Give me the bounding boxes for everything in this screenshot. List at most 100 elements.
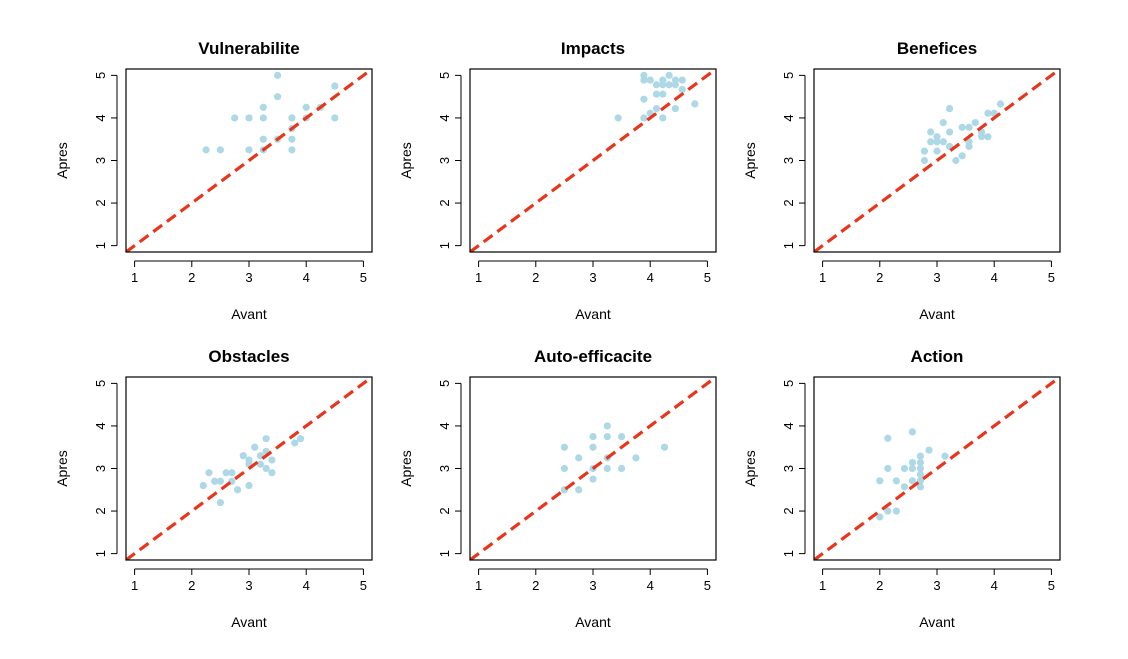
x-tick-label: 2	[876, 578, 883, 593]
plot-frame	[469, 68, 717, 253]
data-point	[884, 507, 892, 515]
data-point	[560, 464, 568, 473]
data-point	[302, 103, 310, 111]
data-point	[199, 481, 207, 490]
data-point	[925, 446, 933, 454]
data-point	[640, 76, 648, 84]
x-tick-label: 4	[303, 578, 310, 593]
data-points	[560, 422, 669, 494]
data-point	[933, 147, 941, 155]
data-point	[933, 138, 941, 146]
x-tick-label: 2	[876, 270, 883, 285]
panel-1: Vulnerabilite 1 2 3 4 5 1 2 3 4 5 Avant Apres	[54, 39, 373, 322]
data-point	[640, 95, 648, 103]
reference-line	[126, 377, 372, 560]
data-point	[231, 114, 239, 122]
data-point	[900, 464, 908, 473]
data-point	[245, 481, 253, 490]
x-tick-label: 5	[360, 578, 367, 593]
data-point	[589, 443, 597, 451]
data-point	[268, 456, 276, 464]
data-point	[603, 422, 611, 430]
x-tick-label: 3	[589, 578, 596, 593]
data-point	[927, 128, 935, 136]
y-tick-label: 1	[93, 242, 108, 249]
x-tick-label: 1	[475, 270, 482, 285]
panel-title: Benefices	[897, 39, 977, 58]
data-point	[908, 477, 917, 485]
y-axis-label: Apres	[398, 142, 414, 179]
data-point	[984, 109, 992, 117]
data-point	[659, 90, 667, 98]
reference-line	[470, 69, 716, 252]
data-point	[945, 104, 954, 113]
panel-2: Impacts 1 2 3 4 5 1 2 3 4 5 Avant Apres	[398, 39, 717, 322]
x-axis-label: Avant	[919, 614, 955, 630]
data-point	[665, 81, 673, 89]
x-tick-label: 5	[704, 270, 711, 285]
data-point	[927, 138, 935, 146]
data-point	[216, 146, 224, 154]
data-point	[245, 114, 253, 122]
x-tick-label: 3	[589, 270, 596, 285]
y-axis-label: Apres	[742, 142, 758, 179]
y-tick-label: 2	[781, 199, 796, 206]
x-tick-label: 1	[475, 578, 482, 593]
data-point	[575, 486, 583, 494]
data-point	[876, 513, 884, 521]
plot-frame	[125, 376, 373, 561]
data-point	[233, 486, 242, 494]
data-point	[971, 119, 979, 127]
data-point	[603, 432, 611, 441]
data-point	[239, 452, 247, 460]
y-tick-label: 4	[93, 114, 108, 121]
x-axis-label: Avant	[575, 614, 611, 630]
data-point	[589, 475, 597, 483]
data-point	[659, 114, 667, 122]
y-tick-label: 4	[437, 422, 452, 429]
data-point	[652, 81, 661, 89]
data-points	[876, 428, 949, 521]
data-point	[939, 119, 947, 127]
data-point	[908, 428, 917, 436]
x-tick-label: 4	[991, 578, 998, 593]
y-tick-label: 2	[781, 507, 796, 514]
panel-5: Auto-efficacite 1 2 3 4 5 1 2 3 4 5 Avant Apres	[398, 347, 717, 630]
data-point	[211, 477, 219, 485]
data-point	[560, 443, 568, 451]
y-tick-label: 3	[93, 465, 108, 472]
panel-title: Vulnerabilite	[198, 39, 299, 58]
data-point	[884, 464, 892, 473]
panel-4: Obstacles 1 2 3 4 5 1 2 3 4 5 Avant Apres	[54, 347, 373, 630]
data-point	[933, 133, 941, 141]
data-point	[296, 435, 305, 443]
data-point	[274, 71, 282, 79]
y-tick-label: 2	[93, 199, 108, 206]
y-tick-label: 5	[437, 72, 452, 79]
data-point	[216, 498, 224, 507]
y-tick-label: 1	[781, 550, 796, 557]
panel-3: Benefices 1 2 3 4 5 1 2 3 4 5 Avant Apres	[742, 39, 1061, 322]
data-point	[939, 138, 947, 146]
data-point	[618, 432, 626, 441]
data-point	[892, 507, 900, 515]
data-point	[245, 146, 253, 154]
data-point	[908, 458, 917, 467]
data-point	[671, 81, 679, 89]
data-point	[958, 123, 966, 131]
data-point	[916, 464, 925, 473]
x-tick-label: 5	[1048, 578, 1055, 593]
data-point	[259, 103, 267, 111]
data-point	[892, 477, 900, 485]
data-point	[665, 71, 673, 79]
data-point	[916, 470, 925, 479]
data-point	[331, 82, 339, 90]
data-point	[274, 93, 282, 101]
reference-line	[814, 377, 1060, 560]
data-point	[288, 114, 296, 122]
y-tick-label: 2	[437, 199, 452, 206]
y-axis-label: Apres	[398, 450, 414, 487]
x-tick-label: 4	[647, 270, 654, 285]
data-point	[884, 434, 892, 442]
data-point	[916, 477, 925, 485]
